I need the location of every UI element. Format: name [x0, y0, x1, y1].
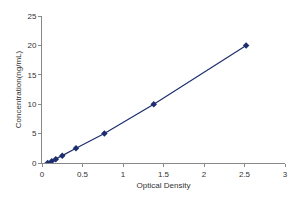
svg-text:1: 1: [121, 170, 126, 179]
svg-text:0: 0: [32, 159, 37, 168]
svg-text:5: 5: [32, 129, 37, 138]
svg-text:3: 3: [283, 170, 288, 179]
svg-text:Optical Density: Optical Density: [137, 181, 191, 190]
svg-text:20: 20: [27, 41, 36, 50]
svg-text:2: 2: [202, 170, 207, 179]
svg-text:1.5: 1.5: [158, 170, 170, 179]
svg-text:0.5: 0.5: [77, 170, 89, 179]
svg-text:0: 0: [40, 170, 45, 179]
svg-text:Concentration(ng/mL): Concentration(ng/mL): [14, 50, 23, 128]
svg-text:25: 25: [27, 12, 36, 21]
svg-text:10: 10: [27, 100, 36, 109]
svg-text:15: 15: [27, 71, 36, 80]
svg-text:2.5: 2.5: [239, 170, 251, 179]
